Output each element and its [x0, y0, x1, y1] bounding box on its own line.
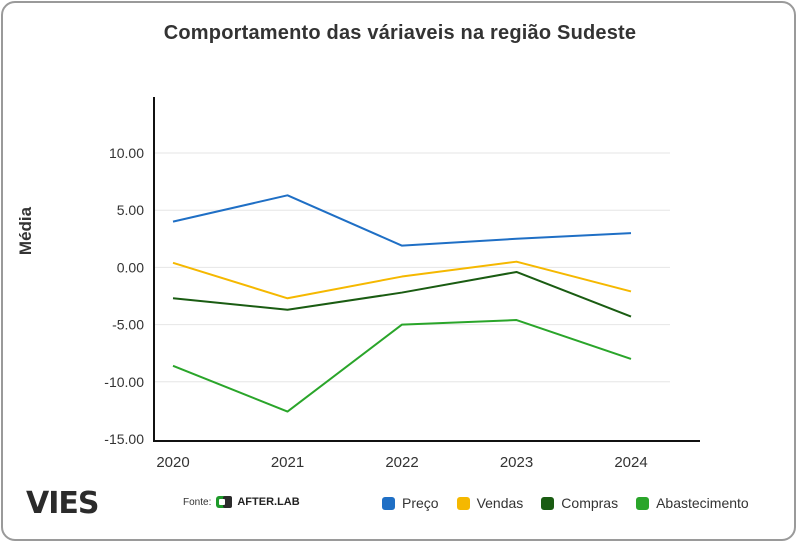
series-line-pre-o[interactable]	[172, 194, 632, 247]
legend-label: Abastecimento	[656, 495, 749, 511]
y-tick-label: -5.00	[112, 317, 144, 333]
chart-legend: Preço Vendas Compras Abastecimento	[382, 495, 749, 511]
legend-swatch	[541, 496, 555, 510]
legend-label: Preço	[402, 495, 439, 511]
legend-swatch	[636, 496, 650, 510]
series-line-vendas[interactable]	[172, 260, 632, 300]
gridlines	[154, 152, 670, 383]
x-tick-label: 2023	[500, 454, 533, 471]
legend-item[interactable]: Compras	[541, 495, 618, 511]
series-line-abastecimento[interactable]	[172, 319, 632, 413]
legend-label: Vendas	[476, 495, 524, 511]
chart-title: Comportamento das váriaveis na região Su…	[163, 22, 637, 44]
legend-swatch	[456, 496, 470, 510]
afterlab-brand: AFTER.LAB	[216, 495, 300, 509]
y-axis-label: Média	[16, 206, 35, 256]
legend-swatch	[382, 496, 395, 510]
x-tick-label: 2024	[614, 454, 647, 471]
y-tick-label: 10.00	[109, 145, 144, 161]
x-tick-labels: 2020 2021 2022 2023 2024	[156, 454, 647, 471]
legend-item[interactable]: Vendas	[456, 495, 524, 511]
x-tick-label: 2022	[385, 454, 418, 471]
source-label: Fonte:	[183, 496, 212, 508]
x-tick-label: 2020	[156, 454, 189, 471]
y-tick-label: 0.00	[117, 259, 144, 275]
y-tick-label: -15.00	[104, 431, 144, 447]
y-tick-label: 5.00	[117, 202, 144, 218]
y-tick-label: -10.00	[104, 374, 144, 390]
series-lines	[172, 194, 632, 413]
legend-label: Compras	[561, 495, 619, 511]
vies-logo: VIES	[26, 486, 99, 521]
y-tick-labels: 10.00 5.00 0.00 -5.00 -10.00 -15.00	[104, 145, 144, 447]
afterlab-logo-icon	[216, 496, 233, 508]
source-credit: Fonte: AFTER.LAB	[183, 495, 300, 509]
x-tick-label: 2021	[271, 454, 304, 471]
series-line-compras[interactable]	[172, 270, 632, 318]
source-name: AFTER.LAB	[237, 496, 300, 508]
legend-item[interactable]: Abastecimento	[636, 495, 749, 511]
legend-item[interactable]: Preço	[382, 495, 439, 511]
